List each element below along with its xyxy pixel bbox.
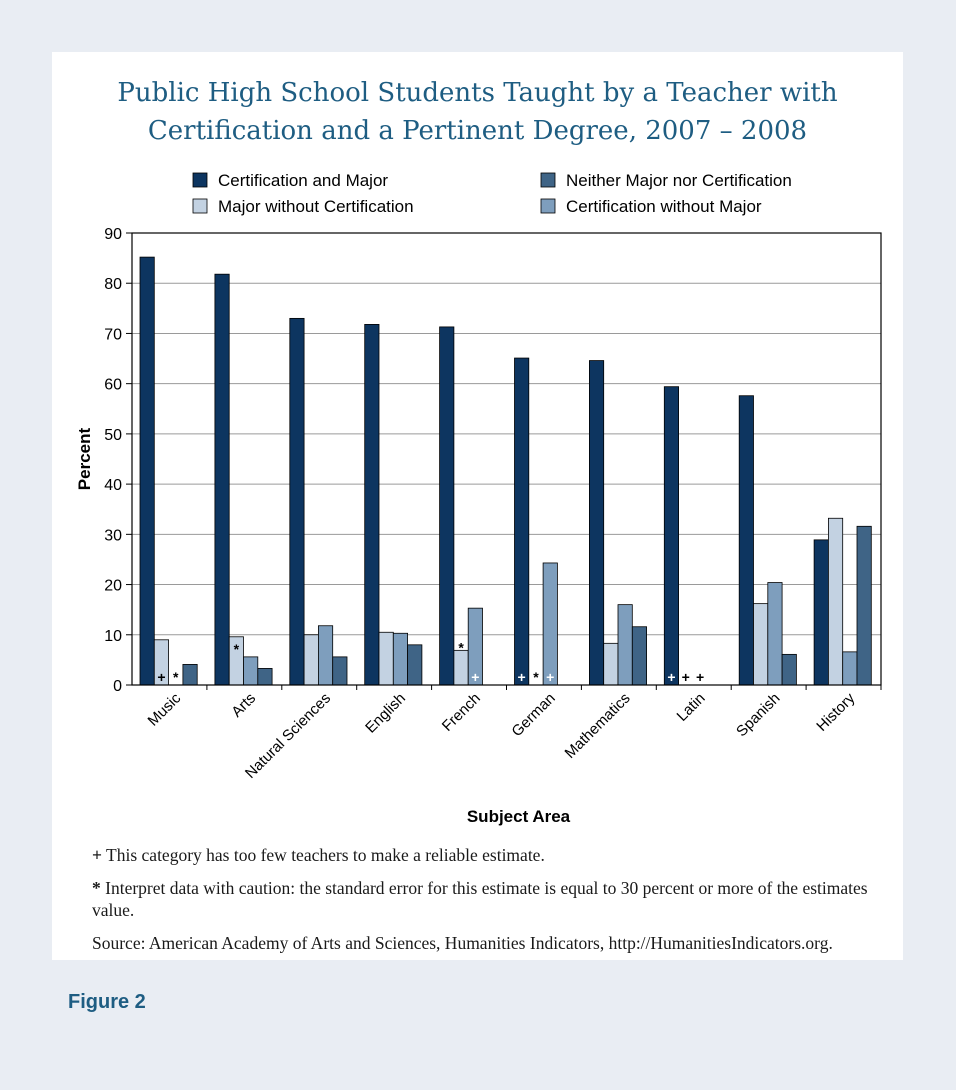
bar xyxy=(364,324,380,686)
x-tick-label: French xyxy=(439,690,484,735)
legend-label: Major without Certification xyxy=(218,197,414,216)
bar-marker: + xyxy=(682,669,690,685)
legend-swatch xyxy=(540,172,556,188)
bar xyxy=(813,539,829,686)
y-tick-label: 30 xyxy=(104,527,122,544)
bar xyxy=(542,562,558,686)
bar-marker: + xyxy=(696,669,704,685)
bar xyxy=(753,603,769,686)
bar xyxy=(663,386,679,686)
bar xyxy=(589,360,605,686)
bar xyxy=(257,668,273,686)
chart-title: Public High School Students Taught by a … xyxy=(52,74,903,150)
bar xyxy=(781,653,797,686)
x-tick-label: German xyxy=(508,690,558,740)
footnote-caution: * Interpret data with caution: the stand… xyxy=(92,877,892,921)
bar xyxy=(407,644,423,686)
bar-marker: * xyxy=(458,639,464,655)
bar xyxy=(842,651,858,686)
x-tick-label: History xyxy=(813,689,858,734)
legend-label: Certification and Major xyxy=(218,171,388,190)
y-tick-label: 60 xyxy=(104,377,122,394)
bar-marker: + xyxy=(667,669,675,685)
bar xyxy=(828,517,844,686)
chart-title-line-2: Certification and a Pertinent Degree, 20… xyxy=(147,116,808,146)
bar xyxy=(139,256,155,686)
bar-marker: + xyxy=(157,669,165,685)
footnote-symbol: + xyxy=(92,845,102,865)
figure-label: Figure 2 xyxy=(68,991,146,1013)
footnote-few-teachers: + This category has too few teachers to … xyxy=(92,844,892,866)
legend-label: Certification without Major xyxy=(566,197,762,216)
bar xyxy=(303,634,319,686)
x-tick-label: Spanish xyxy=(733,690,783,740)
plot-frame xyxy=(131,232,882,686)
bar xyxy=(289,317,305,686)
footnote-text: This category has too few teachers to ma… xyxy=(106,845,545,865)
y-tick-label: 10 xyxy=(104,628,122,645)
bar-marker: * xyxy=(533,669,539,685)
y-axis-title: Percent xyxy=(75,427,94,490)
bar xyxy=(738,395,754,686)
bar-marker: + xyxy=(546,669,554,685)
x-tick-label: Arts xyxy=(228,690,259,721)
bar xyxy=(332,656,348,686)
footnote-symbol: * xyxy=(92,878,101,898)
footnotes: + This category has too few teachers to … xyxy=(92,844,892,965)
bar xyxy=(856,525,872,686)
bar xyxy=(317,625,334,686)
bar xyxy=(617,604,633,686)
bar xyxy=(453,649,469,686)
legend-swatch xyxy=(192,172,208,188)
figure-card: Public High School Students Taught by a … xyxy=(52,52,903,960)
footnote-text: Interpret data with caution: the standar… xyxy=(92,878,868,920)
chart-title-line-1: Public High School Students Taught by a … xyxy=(117,78,838,108)
footnote-source: Source: American Academy of Arts and Sci… xyxy=(92,932,892,954)
x-axis-title: Subject Area xyxy=(467,807,571,826)
bar xyxy=(243,656,259,686)
legend-label: Neither Major nor Certification xyxy=(566,171,792,190)
bar-marker: * xyxy=(234,641,240,657)
footnote-text: Source: American Academy of Arts and Sci… xyxy=(92,933,833,953)
bar xyxy=(182,664,198,686)
y-tick-label: 20 xyxy=(104,578,122,595)
x-tick-label: Mathematics xyxy=(562,690,634,762)
y-tick-label: 90 xyxy=(104,226,122,243)
bar-marker: + xyxy=(518,669,526,685)
legend-swatch xyxy=(192,198,208,214)
bar xyxy=(439,326,455,686)
bar xyxy=(767,582,783,686)
bar xyxy=(631,626,647,686)
y-tick-label: 80 xyxy=(104,276,122,293)
legend-swatch xyxy=(540,198,556,214)
bar xyxy=(514,357,530,686)
y-tick-label: 40 xyxy=(104,477,122,494)
y-tick-label: 0 xyxy=(113,678,122,695)
x-tick-label: Latin xyxy=(674,690,709,725)
bar xyxy=(392,632,408,686)
y-tick-label: 50 xyxy=(104,427,122,444)
x-tick-label: Music xyxy=(145,689,185,729)
bar-marker: * xyxy=(173,669,179,685)
bar-marker: + xyxy=(471,669,479,685)
bar xyxy=(378,631,394,686)
bar xyxy=(603,642,619,686)
x-tick-label: English xyxy=(362,690,409,737)
y-tick-label: 70 xyxy=(104,326,122,343)
bar xyxy=(214,273,230,686)
